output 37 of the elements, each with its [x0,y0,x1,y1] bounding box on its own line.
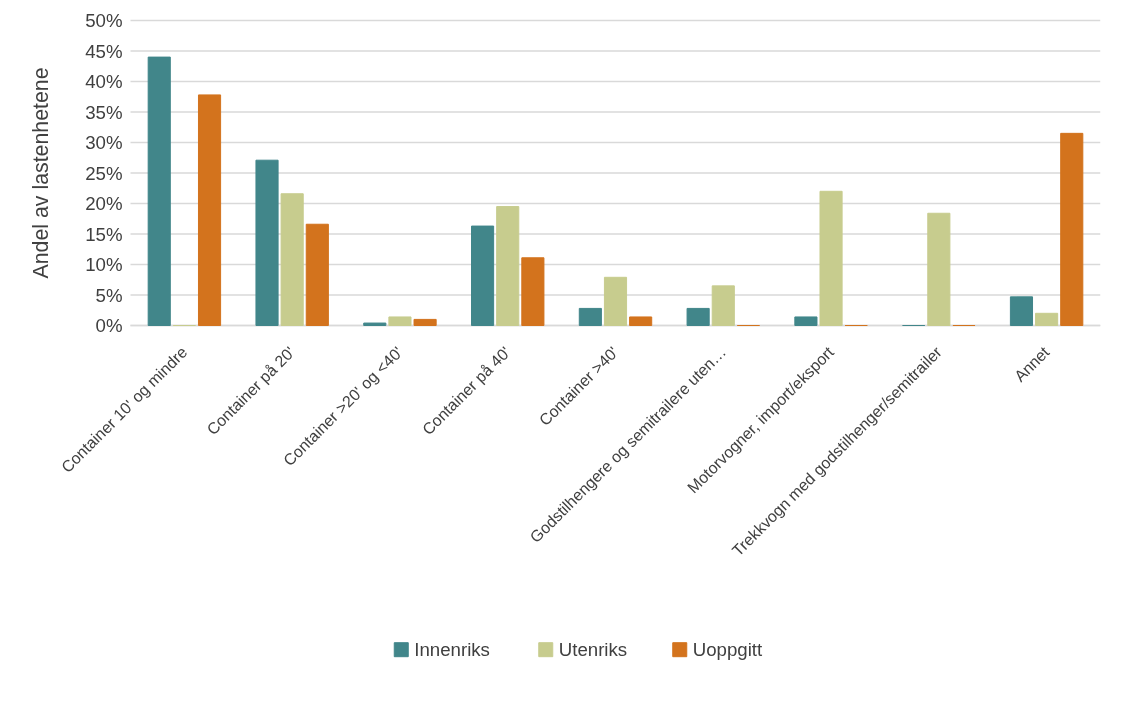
y-tick-label: 45% [85,40,123,62]
bar [388,316,412,326]
y-tick-label: 10% [85,254,123,275]
legend-label: Utenriks [558,639,628,661]
bar [255,159,279,326]
y-axis-title: Andel av lastenhetene [28,67,53,279]
bar [147,56,171,326]
bar [711,285,735,326]
bar [280,193,304,326]
y-tick-label: 25% [85,162,123,184]
bar [1060,132,1084,326]
bar [363,322,387,326]
bar [603,276,628,326]
y-tick-label: 15% [85,223,123,245]
bar [1009,296,1034,326]
y-tick-label: 20% [85,193,123,214]
bar [471,225,495,326]
legend-label: Uoppgitt [692,639,764,661]
bar [629,316,653,326]
bar [819,190,843,326]
y-tick-label: 50% [85,10,123,31]
bar [794,316,818,326]
bar [197,94,222,326]
bar [305,223,329,326]
bar [496,206,520,326]
y-tick-label: 5% [95,284,123,306]
bar [521,257,545,326]
bar [578,307,602,326]
y-tick-label: 30% [85,132,123,153]
bar [1035,312,1059,326]
y-tick-label: 0% [95,315,123,336]
bar [413,318,437,326]
y-tick-label: 35% [85,101,123,123]
y-tick-label: 40% [85,71,123,92]
bar [927,212,951,326]
legend-label: Innenriks [414,639,490,661]
bar [686,307,710,326]
